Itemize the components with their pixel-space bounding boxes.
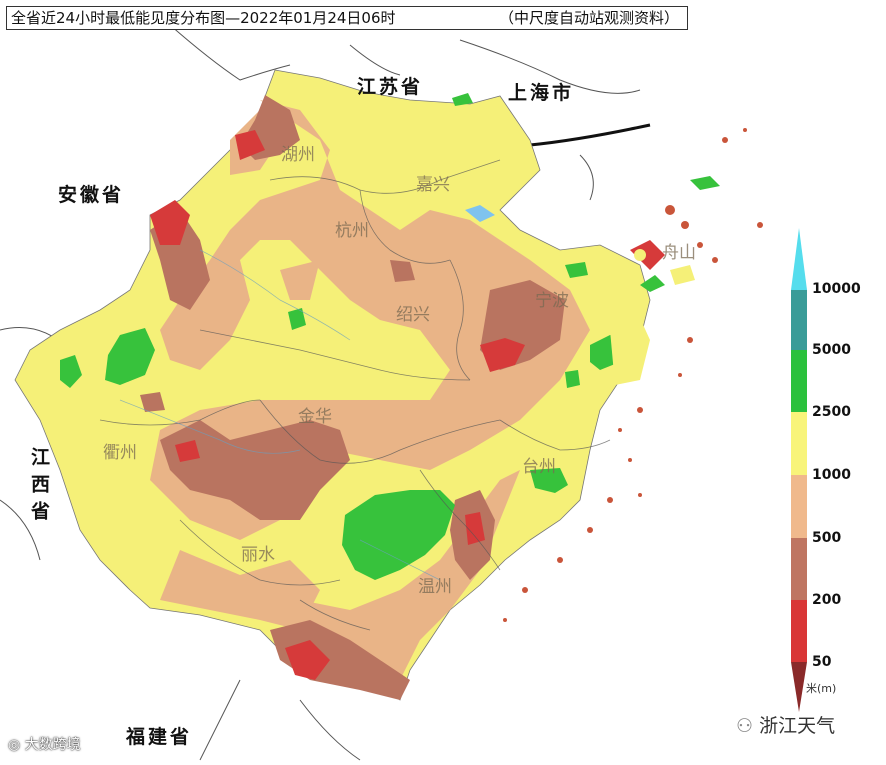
legend-swatch-200-500 <box>791 538 807 600</box>
city-label: 宁波 <box>535 291 569 311</box>
city-boundaries <box>99 159 611 631</box>
legend-value: 1000 <box>812 467 851 483</box>
water-body <box>465 205 495 222</box>
watermark-right: ⚇ 浙江天气 <box>736 711 835 738</box>
city-label: 衢州 <box>103 443 137 463</box>
city-label: 台州 <box>522 457 556 477</box>
watermark-left: ◎ 大数跨境 <box>8 734 81 754</box>
legend-swatch-50-200 <box>791 600 807 662</box>
city-label: 温州 <box>418 577 452 597</box>
city-label: 舟山 <box>662 243 696 263</box>
legend-swatch-below-50 <box>791 662 807 712</box>
legend-swatch-10000-up <box>791 228 807 290</box>
region-label-jiangxi: 江西省 <box>28 447 50 528</box>
region-label-anhui: 安徽省 <box>58 184 125 206</box>
watermark-logo-icon: ◎ <box>8 737 25 753</box>
legend-swatch-1000-2500 <box>791 412 807 475</box>
legend-value: 10000 <box>812 281 861 297</box>
city-label: 杭州 <box>335 221 369 241</box>
legend-value: 5000 <box>812 342 851 358</box>
watermark-right-text: 浙江天气 <box>759 715 836 737</box>
region-label-jiangsu: 江苏省 <box>357 76 424 98</box>
legend-value: 50 <box>812 654 832 670</box>
city-label: 湖州 <box>281 145 315 165</box>
coastal-islands <box>503 128 763 622</box>
band-500-1000 <box>150 100 590 680</box>
city-label: 嘉兴 <box>416 175 450 195</box>
map-title: 全省近24小时最低能见度分布图—2022年01月24日06时 <box>11 9 396 27</box>
legend-swatch-2500-5000 <box>791 350 807 412</box>
region-label-fujian: 福建省 <box>126 726 193 748</box>
map-title-box: 全省近24小时最低能见度分布图—2022年01月24日06时 （中尺度自动站观测… <box>6 6 688 30</box>
rivers <box>119 249 441 581</box>
watermark-left-text: 大数跨境 <box>24 737 81 753</box>
wechat-icon: ⚇ <box>736 715 760 737</box>
yellow-islands <box>610 249 695 385</box>
band-200-500 <box>140 95 565 700</box>
city-label: 绍兴 <box>396 305 430 325</box>
province-borders <box>0 24 651 761</box>
band-2500-5000 <box>60 93 720 580</box>
legend-value: 200 <box>812 592 842 608</box>
legend-swatch-5000-10000 <box>791 290 807 350</box>
legend-value: 500 <box>812 530 842 546</box>
city-label: 金华 <box>298 407 332 427</box>
region-label-shanghai: 上海市 <box>508 82 575 104</box>
source-note: （中尺度自动站观测资料） <box>498 9 679 27</box>
legend-unit: 米(m) <box>806 682 837 695</box>
legend-swatch-500-1000 <box>791 475 807 538</box>
city-label: 丽水 <box>241 545 275 565</box>
band-50-200 <box>150 130 665 680</box>
legend-value: 2500 <box>812 404 851 420</box>
